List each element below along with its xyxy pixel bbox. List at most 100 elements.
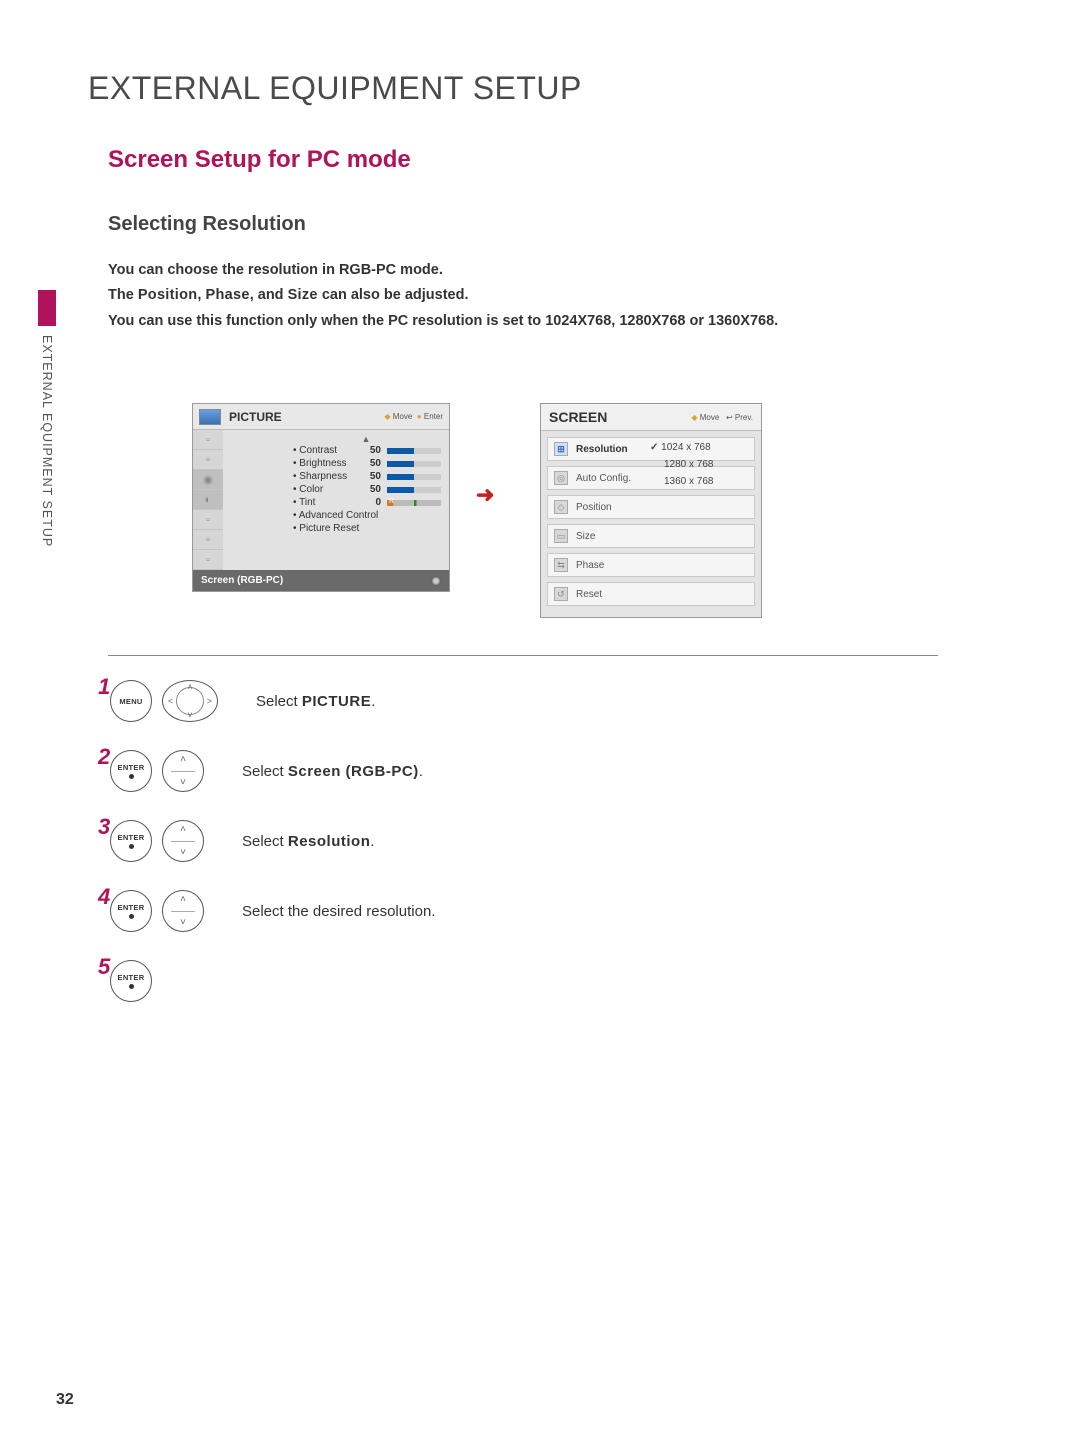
up-arrow-icon: ▲ [223, 434, 449, 444]
screen-item: ◇Position [547, 495, 755, 519]
footer-label: Screen (RGB-PC) [201, 575, 431, 586]
desc-line2: The Position, Phase, and Size can also b… [108, 283, 928, 308]
t: Select [242, 763, 288, 780]
lbl: Tint [299, 497, 315, 508]
t: Size [288, 287, 318, 303]
btn-label: ENTER [118, 973, 145, 982]
side-icon: ▫ [193, 510, 223, 530]
description: You can choose the resolution in RGB-PC … [108, 258, 928, 334]
step-1: 1 MENU ˄˅˂˃ Select PICTURE. [98, 680, 798, 722]
side-icon: ▫ [193, 530, 223, 550]
lbl: Position [576, 502, 612, 513]
step-number: 5 [98, 954, 112, 980]
sub-title: Selecting Resolution [108, 213, 306, 236]
t: Select the desired resolution. [242, 903, 435, 920]
step-5: 5 ENTER [98, 960, 798, 1002]
screen-hints: ◆ Move ↩ Prev. [691, 413, 753, 422]
lbl: Picture Reset [299, 523, 359, 534]
enter-button-icon: ENTER [110, 960, 152, 1002]
step-text: Select the desired resolution. [242, 903, 435, 920]
t: Position [138, 287, 198, 303]
desc-line1: You can choose the resolution in RGB-PC … [108, 258, 928, 283]
hint-move: Move [393, 412, 413, 421]
resolution-option: 1360 x 768 [650, 473, 760, 490]
resolution-list: 1024 x 768 1280 x 768 1360 x 768 [650, 439, 760, 490]
t: Select [242, 833, 288, 850]
btn-label: ENTER [118, 763, 145, 772]
t: PICTURE [302, 693, 371, 710]
step-text: Select Screen (RGB-PC). [242, 763, 423, 780]
picture-row: • Advanced Control [223, 509, 449, 522]
btn-label: MENU [119, 697, 142, 706]
step-number: 1 [98, 674, 112, 700]
picture-panel: PICTURE ◆ Move ● Enter ▫ ▫ ◉ ◐ ▫ ▫ ▫ ▲ •… [192, 403, 450, 592]
step-number: 4 [98, 884, 112, 910]
section-title: Screen Setup for PC mode [108, 146, 411, 174]
picture-main: ▲ • Contrast50 • Brightness50 • Sharpnes… [223, 430, 449, 570]
t: . [370, 833, 374, 850]
screen-item: ▭Size [547, 524, 755, 548]
step-number: 2 [98, 744, 112, 770]
screen-header: SCREEN ◆ Move ↩ Prev. [541, 404, 761, 431]
val: 50 [363, 458, 381, 469]
picture-sidebar: ▫ ▫ ◉ ◐ ▫ ▫ ▫ [193, 430, 223, 570]
screen-item: ↺Reset [547, 582, 755, 606]
step-text: Select Resolution. [242, 833, 375, 850]
picture-row: • Tint0 [223, 496, 449, 509]
picture-hints: ◆ Move ● Enter [384, 412, 443, 421]
step-text: Select PICTURE. [256, 693, 375, 710]
side-icon: ◐ [193, 490, 223, 510]
step-number: 3 [98, 814, 112, 840]
lbl: Color [299, 484, 323, 495]
bar [387, 474, 441, 480]
t: Screen (RGB-PC) [288, 763, 419, 780]
picture-header: PICTURE ◆ Move ● Enter [193, 404, 449, 430]
btn-label: ENTER [118, 903, 145, 912]
updown-icon: ˄˅ [162, 890, 204, 932]
updown-icon: ˄˅ [162, 750, 204, 792]
enter-button-icon: ENTER [110, 750, 152, 792]
enter-button-icon: ENTER [110, 890, 152, 932]
lbl: Resolution [576, 444, 628, 455]
steps: 1 MENU ˄˅˂˃ Select PICTURE. 2 ENTER ˄˅ S… [98, 680, 798, 1030]
arrow-icon: ➜ [476, 482, 494, 508]
side-tab [38, 290, 56, 326]
lbl: Size [576, 531, 595, 542]
picture-row: • Sharpness50 [223, 470, 449, 483]
step-4: 4 ENTER ˄˅ Select the desired resolution… [98, 890, 798, 932]
picture-row: • Brightness50 [223, 457, 449, 470]
screen-item: ⇆Phase [547, 553, 755, 577]
picture-row: • Color50 [223, 483, 449, 496]
step-3: 3 ENTER ˄˅ Select Resolution. [98, 820, 798, 862]
picture-footer: Screen (RGB-PC) [193, 570, 449, 591]
picture-title: PICTURE [229, 410, 384, 424]
val: 50 [363, 484, 381, 495]
side-icon: ◉ [193, 470, 223, 490]
enter-button-icon: ENTER [110, 820, 152, 862]
side-label: EXTERNAL EQUIPMENT SETUP [40, 335, 54, 547]
picture-row: • Contrast50 [223, 444, 449, 457]
t: Phase [205, 287, 249, 303]
lbl: Reset [576, 589, 602, 600]
resolution-option: 1280 x 768 [650, 456, 760, 473]
lbl: Sharpness [299, 471, 347, 482]
btn-label: ENTER [118, 833, 145, 842]
val: 0 [363, 497, 381, 508]
lbl: Advanced Control [299, 510, 379, 521]
t: Select [256, 693, 302, 710]
t: can also be adjusted. [318, 287, 469, 303]
side-icon: ▫ [193, 450, 223, 470]
menu-button-icon: MENU [110, 680, 152, 722]
side-icon: ▫ [193, 430, 223, 450]
lbl: Contrast [299, 445, 337, 456]
picture-row: • Picture Reset [223, 522, 449, 535]
desc-line3: You can use this function only when the … [108, 309, 928, 334]
hint-prev: Prev. [735, 413, 753, 422]
bar [387, 500, 441, 506]
val: 50 [363, 471, 381, 482]
lbl: Phase [576, 560, 604, 571]
picture-body: ▫ ▫ ◉ ◐ ▫ ▫ ▫ ▲ • Contrast50 • Brightnes… [193, 430, 449, 570]
val: 50 [363, 445, 381, 456]
ring-icon [431, 576, 441, 586]
bar [387, 487, 441, 493]
